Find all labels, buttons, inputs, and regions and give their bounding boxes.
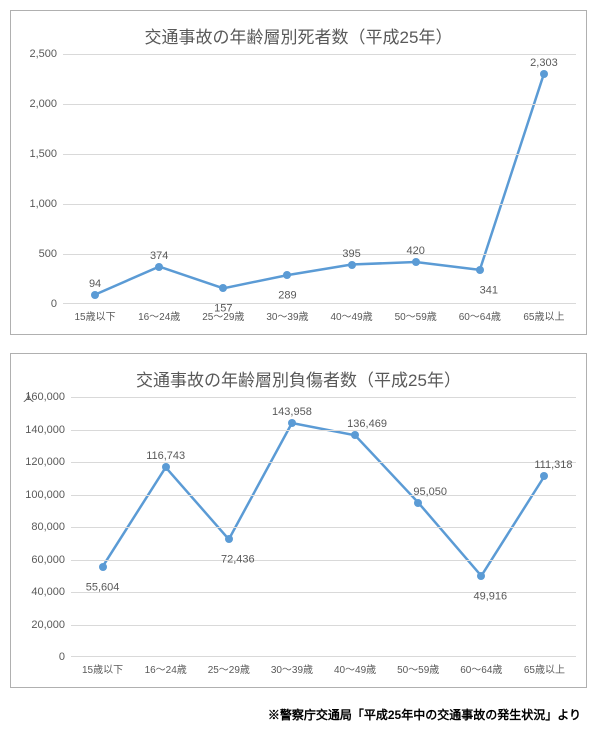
data-marker — [540, 70, 548, 78]
chart-title: 交通事故の年齢層別死者数（平成25年） — [11, 11, 586, 54]
y-tick-label: 1,500 — [29, 148, 63, 160]
data-marker — [348, 261, 356, 269]
data-label: 111,318 — [534, 459, 572, 471]
data-label: 94 — [89, 278, 101, 290]
data-label: 420 — [407, 245, 425, 257]
data-marker — [162, 463, 170, 471]
injuries-chart: 交通事故の年齢層別負傷者数（平成25年） 人 020,00040,00060,0… — [10, 353, 587, 688]
x-tick-label: 50～59歳 — [395, 304, 437, 323]
data-marker — [351, 431, 359, 439]
data-label: 341 — [480, 284, 498, 296]
y-tick-label: 20,000 — [31, 619, 71, 631]
y-tick-label: 0 — [59, 651, 71, 663]
data-label: 136,469 — [347, 418, 387, 430]
data-marker — [91, 291, 99, 299]
x-tick-label: 60～64歳 — [459, 304, 501, 323]
y-tick-label: 100,000 — [25, 489, 71, 501]
data-marker — [540, 472, 548, 480]
y-tick-label: 120,000 — [25, 456, 71, 468]
y-tick-label: 500 — [39, 248, 63, 260]
data-label: 116,743 — [146, 450, 185, 462]
y-tick-label: 2,500 — [29, 48, 63, 60]
data-marker — [99, 563, 107, 571]
y-tick-label: 40,000 — [31, 586, 71, 598]
data-label: 95,050 — [413, 486, 447, 498]
y-tick-label: 2,000 — [29, 98, 63, 110]
x-tick-label: 30～39歳 — [271, 657, 313, 676]
x-tick-label: 16～24歳 — [145, 657, 187, 676]
y-tick-label: 160,000 — [25, 391, 71, 403]
x-tick-label: 65歳以上 — [524, 657, 565, 676]
x-tick-label: 15歳以下 — [82, 657, 123, 676]
plot-area: 05001,0001,5002,0002,50015歳以下16～24歳25～29… — [63, 54, 576, 304]
data-marker — [225, 535, 233, 543]
data-marker — [412, 258, 420, 266]
data-label: 143,958 — [272, 406, 312, 418]
data-label: 2,303 — [530, 57, 558, 69]
data-marker — [476, 266, 484, 274]
y-tick-label: 1,000 — [29, 198, 63, 210]
data-label: 289 — [278, 289, 296, 301]
data-label: 55,604 — [86, 581, 120, 593]
x-tick-label: 50～59歳 — [397, 657, 439, 676]
chart-title: 交通事故の年齢層別負傷者数（平成25年） — [11, 354, 586, 397]
x-tick-label: 60～64歳 — [460, 657, 502, 676]
plot-area: 人 020,00040,00060,00080,000100,000120,00… — [71, 397, 576, 657]
data-marker — [414, 499, 422, 507]
x-tick-label: 16～24歳 — [138, 304, 180, 323]
data-marker — [477, 572, 485, 580]
data-marker — [283, 271, 291, 279]
data-label: 49,916 — [473, 590, 507, 602]
deaths-chart: 交通事故の年齢層別死者数（平成25年） 05001,0001,5002,0002… — [10, 10, 587, 335]
x-tick-label: 65歳以上 — [523, 304, 564, 323]
data-label: 395 — [342, 248, 360, 260]
y-tick-label: 60,000 — [31, 554, 71, 566]
y-tick-label: 80,000 — [31, 521, 71, 533]
data-label: 157 — [214, 303, 232, 315]
data-label: 374 — [150, 250, 168, 262]
x-tick-label: 25～29歳 — [208, 657, 250, 676]
x-tick-label: 40～49歳 — [330, 304, 372, 323]
source-note: ※警察庁交通局「平成25年中の交通事故の発生状況」より — [10, 706, 587, 723]
x-tick-label: 40～49歳 — [334, 657, 376, 676]
y-tick-label: 140,000 — [25, 424, 71, 436]
data-marker — [155, 263, 163, 271]
x-tick-label: 30～39歳 — [266, 304, 308, 323]
data-label: 72,436 — [221, 554, 255, 566]
data-marker — [219, 284, 227, 292]
data-marker — [288, 419, 296, 427]
y-tick-label: 0 — [51, 298, 63, 310]
x-tick-label: 15歳以下 — [75, 304, 116, 323]
